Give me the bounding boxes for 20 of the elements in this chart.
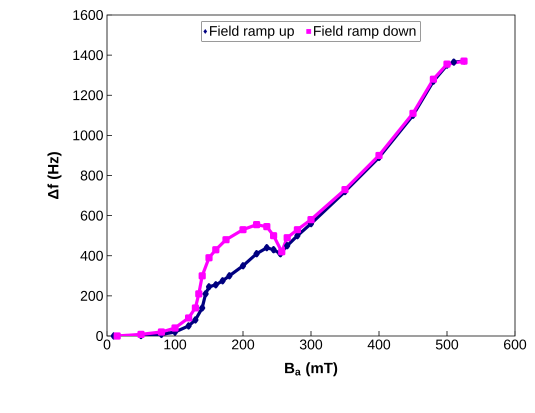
y-tick-label: 600 bbox=[80, 210, 103, 221]
y-tick-label: 1400 bbox=[73, 50, 103, 60]
y-tick-label: 200 bbox=[80, 290, 103, 301]
y-tick-label: 400 bbox=[80, 250, 103, 261]
x-tick-label: 500 bbox=[436, 340, 458, 350]
x-tick-label: 0 bbox=[104, 340, 110, 350]
legend-label: Field ramp down bbox=[314, 26, 416, 39]
x-tick-label: 100 bbox=[164, 340, 186, 350]
x-tick-label: 600 bbox=[504, 340, 526, 350]
x-axis-title: B$_{a}$ (mT) bbox=[285, 362, 338, 376]
x-tick-label: 400 bbox=[368, 340, 390, 350]
y-tick-label: 1000 bbox=[73, 130, 103, 140]
y-tick-label: 800 bbox=[80, 170, 103, 180]
y-axis-title: Δf (Hz) bbox=[47, 152, 62, 200]
y-tick-label: 0 bbox=[96, 331, 103, 341]
y-tick-label: 1600 bbox=[73, 10, 103, 20]
y-tick-label: 1200 bbox=[73, 90, 103, 100]
x-tick-label: 300 bbox=[300, 340, 322, 350]
legend-label: Field ramp up bbox=[210, 26, 294, 39]
x-tick-label: 200 bbox=[232, 340, 254, 350]
